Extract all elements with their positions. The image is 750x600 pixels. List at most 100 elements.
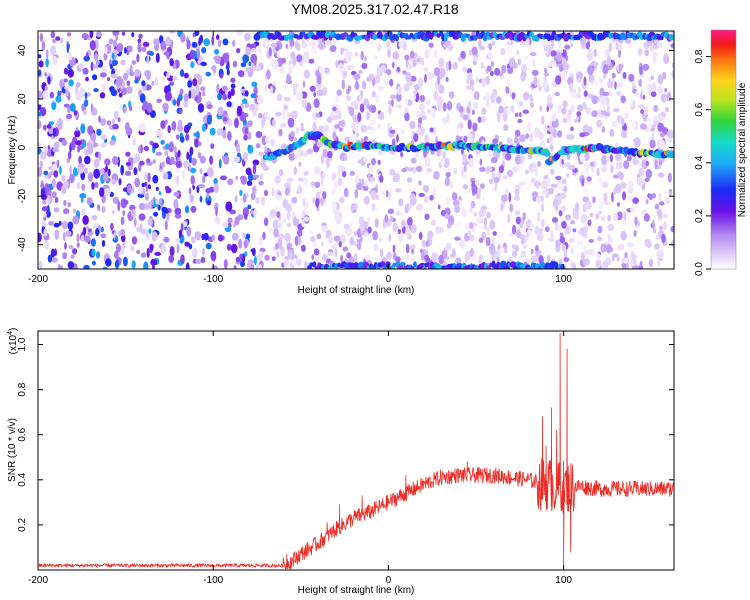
heatmap-cell bbox=[593, 62, 599, 67]
heatmap-cell bbox=[512, 165, 519, 173]
heatmap-cell bbox=[230, 88, 235, 96]
heatmap-cell bbox=[671, 70, 674, 79]
heatmap-cell bbox=[158, 191, 162, 196]
heatmap-cell bbox=[643, 106, 649, 116]
edge-band-cell bbox=[386, 31, 393, 37]
heatmap-cell bbox=[556, 103, 563, 114]
heatmap-cell bbox=[338, 62, 344, 70]
heatmap-cell bbox=[146, 247, 150, 258]
heatmap-cell bbox=[270, 86, 274, 95]
heatmap-cell bbox=[80, 123, 86, 134]
heatmap-cell bbox=[555, 239, 559, 248]
heatmap-cell bbox=[45, 57, 49, 68]
heatmap-cell bbox=[607, 214, 611, 222]
heatmap-cell bbox=[384, 214, 389, 223]
heatmap-cell bbox=[379, 111, 385, 121]
heatmap-cell bbox=[252, 174, 260, 179]
heatmap-cell bbox=[552, 112, 557, 122]
heatmap-cell bbox=[604, 111, 611, 117]
heatmap-cell bbox=[200, 86, 206, 92]
heatmap-cell bbox=[176, 175, 180, 186]
heatmap-cell bbox=[428, 42, 434, 48]
heatmap-cell bbox=[381, 190, 386, 197]
heatmap-cell bbox=[188, 153, 192, 164]
heatmap-cell bbox=[242, 112, 249, 118]
heatmap-cell bbox=[155, 186, 159, 191]
heatmap-cell bbox=[488, 43, 492, 51]
y-tick-label: 0 bbox=[17, 144, 28, 150]
heatmap-cell bbox=[446, 242, 452, 250]
heatmap-cell bbox=[318, 65, 325, 75]
heatmap-cell bbox=[379, 237, 382, 243]
heatmap-cell bbox=[300, 126, 305, 132]
heatmap-cell bbox=[411, 248, 414, 255]
snr-frame bbox=[37, 330, 675, 571]
heatmap-cell bbox=[449, 181, 453, 189]
heatmap-cell bbox=[657, 86, 664, 94]
heatmap-cell bbox=[667, 172, 672, 183]
heatmap-cell bbox=[501, 64, 507, 74]
heatmap-cell bbox=[130, 245, 135, 252]
heatmap-cell bbox=[538, 84, 542, 92]
heatmap-cell bbox=[73, 167, 77, 177]
heatmap-cell bbox=[480, 61, 484, 69]
heatmap-cell bbox=[234, 117, 239, 129]
heatmap-cell bbox=[530, 248, 534, 255]
heatmap-cell bbox=[355, 80, 359, 89]
heatmap-cell bbox=[297, 184, 302, 195]
heatmap-cell bbox=[466, 78, 470, 85]
heatmap-cell bbox=[191, 247, 198, 258]
heatmap-cell bbox=[295, 214, 303, 220]
heatmap-cell bbox=[161, 206, 168, 213]
heatmap-cell bbox=[660, 132, 665, 138]
spectrogram-x-label: Height of straight line (km) bbox=[298, 285, 415, 296]
heatmap-cell bbox=[84, 92, 88, 100]
heatmap-cell bbox=[320, 154, 324, 165]
heatmap-cell bbox=[222, 38, 229, 46]
heatmap-cell bbox=[643, 213, 650, 222]
heatmap-cell bbox=[205, 71, 211, 77]
heatmap-cell bbox=[602, 67, 609, 75]
heatmap-cell bbox=[157, 204, 161, 211]
heatmap-cell bbox=[67, 202, 72, 208]
heatmap-cell bbox=[645, 198, 649, 205]
heatmap-cell bbox=[183, 124, 190, 134]
heatmap-cell bbox=[340, 234, 346, 244]
heatmap-cell bbox=[251, 81, 258, 88]
heatmap-cell bbox=[243, 151, 249, 162]
snr-x-label: Height of straight line (km) bbox=[298, 585, 415, 596]
heatmap-cell bbox=[227, 91, 232, 100]
heatmap-cell bbox=[87, 228, 93, 233]
heatmap-cell bbox=[570, 104, 575, 113]
heatmap-cell bbox=[424, 134, 429, 144]
heatmap-cell bbox=[315, 191, 321, 200]
heatmap-cell bbox=[87, 172, 94, 182]
heatmap-cell bbox=[349, 222, 353, 227]
heatmap-cell bbox=[75, 127, 79, 132]
heatmap-cell bbox=[41, 206, 49, 212]
heatmap-cell bbox=[558, 182, 564, 191]
heatmap-cell bbox=[303, 216, 310, 222]
heatmap-cell bbox=[584, 200, 592, 210]
heatmap-cell bbox=[582, 124, 590, 134]
heatmap-cell bbox=[518, 181, 526, 186]
heatmap-cell bbox=[160, 40, 167, 51]
heatmap-cell bbox=[250, 93, 256, 99]
heatmap-cell bbox=[68, 244, 74, 250]
y-tick-label: 20 bbox=[17, 93, 28, 105]
heatmap-cell bbox=[223, 259, 228, 269]
heatmap-cell bbox=[458, 136, 462, 142]
heatmap-cell bbox=[452, 250, 457, 256]
heatmap-cell bbox=[288, 112, 295, 118]
heatmap-cell bbox=[210, 143, 215, 150]
heatmap-cell bbox=[287, 117, 295, 128]
heatmap-cell bbox=[38, 54, 42, 59]
heatmap-cell bbox=[598, 210, 602, 215]
heatmap-cell bbox=[153, 38, 160, 46]
heatmap-cell bbox=[61, 220, 69, 230]
heatmap-cell bbox=[583, 76, 587, 86]
heatmap-cell bbox=[183, 72, 189, 79]
heatmap-cell bbox=[393, 172, 400, 183]
heatmap-cell bbox=[462, 153, 468, 163]
